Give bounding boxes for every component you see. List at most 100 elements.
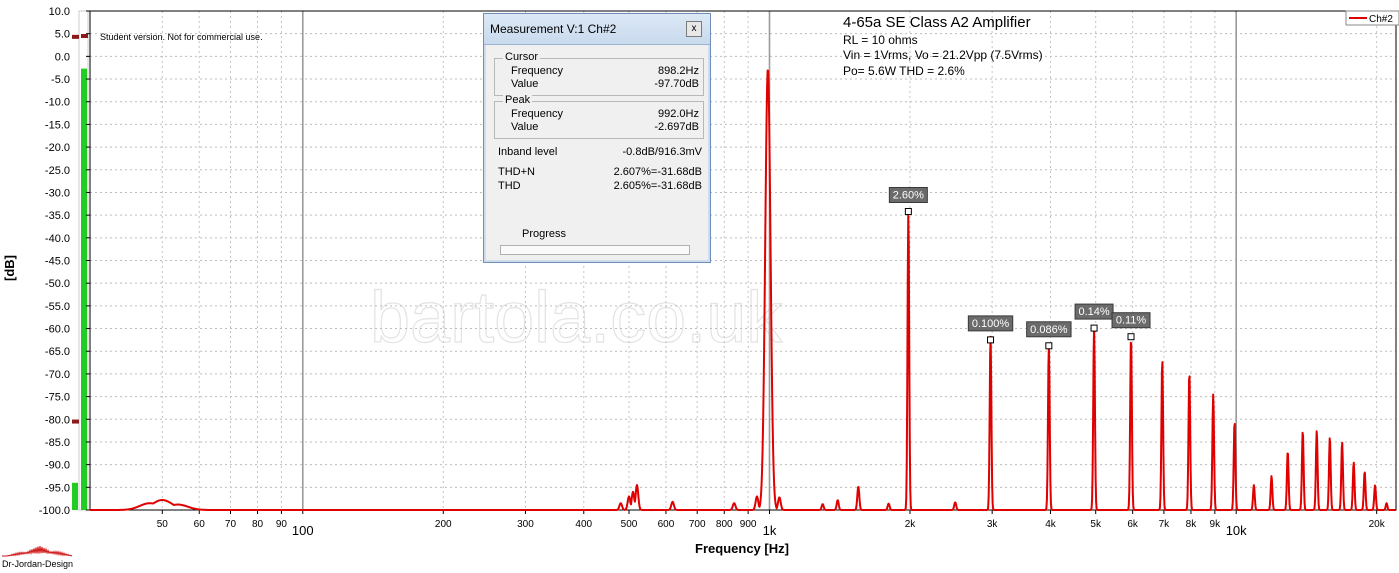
y-axis-ticks: 10.0 5.0 0.0 -5.0 -10.0 -15.0 -20.0 -25.0 -30.0 -… [39, 6, 90, 517]
harmonic-marker [987, 336, 995, 344]
y-tick-label: 5.0 [55, 29, 70, 41]
harmonic-marker [1045, 342, 1053, 350]
x-tick-label: 300 [517, 519, 534, 530]
thd-row: THD 2.605%=-31.68dB [498, 179, 702, 193]
x-tick-label: 200 [435, 519, 452, 530]
harmonic-label: 0.100% [972, 318, 1010, 330]
y-axis-label: [dB] [2, 255, 17, 281]
measurement-window[interactable]: Measurement V:1 Ch#2 x Cursor Frequency … [483, 13, 711, 263]
y-tick-label: -95.0 [45, 482, 70, 494]
chart-title: 4-65a SE Class A2 Amplifier [843, 14, 1031, 31]
meter-bar [72, 482, 78, 510]
harmonic-marker [1090, 324, 1098, 332]
student-notice: Student version. Not for commercial use. [81, 32, 263, 42]
brand-logo: Dr-Jordan-Design [2, 546, 73, 569]
x-tick-label: 5k [1090, 519, 1102, 530]
notice-mark [81, 34, 88, 38]
peak-value-label: Value [511, 121, 539, 133]
y-tick-label: -55.0 [45, 301, 70, 313]
y-tick-label: -70.0 [45, 369, 70, 381]
x-tick-label: 50 [157, 519, 169, 530]
measurement-title: Measurement V:1 Ch#2 [490, 22, 617, 36]
y-tick-label: -45.0 [45, 256, 70, 268]
harmonic-label-box [888, 187, 928, 204]
x-tick-label: 500 [621, 519, 638, 530]
notice-text: Student version. Not for commercial use. [100, 32, 263, 42]
harmonic-label-box [1111, 312, 1151, 329]
x-tick-label: 4k [1045, 519, 1057, 530]
thd-value: 2.605%=-31.68dB [613, 180, 702, 192]
cursor-frequency-label: Frequency [511, 65, 563, 77]
y-tick-label: -100.0 [39, 505, 70, 517]
logo-text: Dr-Jordan-Design [2, 559, 73, 569]
series-group[interactable] [89, 69, 1397, 511]
y-tick-label: -35.0 [45, 210, 70, 222]
x-tick-label: 70 [225, 519, 237, 530]
harmonic-label: 0.14% [1078, 306, 1109, 318]
y-tick-label: -20.0 [45, 142, 70, 154]
harmonic-marker [1127, 333, 1135, 341]
x-tick-label: 1k [763, 523, 777, 538]
y-tick-label: -25.0 [45, 165, 70, 177]
y-tick-label: -40.0 [45, 233, 70, 245]
x-axis-ticks: 50 60 70 80 90 100 200 300 400 500 600 700 800 900 1k 2… [157, 510, 1386, 538]
thd-label: THD [498, 180, 521, 192]
close-icon[interactable]: x [686, 21, 702, 37]
x-tick-label: 8k [1186, 519, 1198, 530]
subtitle-line-1: RL = 10 ohms [843, 33, 918, 47]
harmonic-label-box [1026, 321, 1072, 338]
cursor-value-label: Value [511, 78, 539, 90]
harmonic-label: 0.086% [1030, 324, 1068, 336]
y-tick-label: -75.0 [45, 392, 70, 404]
cursor-value-value: -97.70dB [654, 78, 699, 90]
peak-frequency-label: Frequency [511, 108, 563, 120]
subtitle-line-3: Po= 5.6W THD = 2.6% [843, 64, 965, 78]
watermark-text: bartola.co.uk [370, 278, 783, 358]
cursor-group-title: Cursor [503, 51, 541, 63]
legend-entry-ch2: Ch#2 [1369, 14, 1393, 25]
harmonic-labels: 2.60% 0.100% 0.086% 0.14% 0.11% [888, 187, 1151, 350]
thdn-value: 2.607%=-31.68dB [613, 166, 702, 178]
y-tick-label: -60.0 [45, 324, 70, 336]
inband-value: -0.8dB/916.3mV [622, 146, 703, 158]
peak-value-row: Value -2.697dB [495, 121, 703, 134]
y-tick-label: -30.0 [45, 187, 70, 199]
y-tick-label: -5.0 [51, 74, 70, 86]
meter-mark [72, 34, 79, 39]
peak-frequency-value: 992.0Hz [658, 108, 699, 120]
y-tick-label: 0.0 [55, 51, 70, 63]
peak-value-value: -2.697dB [654, 121, 699, 133]
peak-frequency-row: Frequency 992.0Hz [495, 108, 703, 121]
measurement-titlebar[interactable]: Measurement V:1 Ch#2 x [484, 14, 710, 45]
y-tick-label: -80.0 [45, 414, 70, 426]
y-tick-label: -50.0 [45, 278, 70, 290]
x-tick-label: 80 [252, 519, 264, 530]
inband-label: Inband level [498, 146, 558, 158]
x-tick-label: 400 [575, 519, 592, 530]
subtitle-line-2: Vin = 1Vrms, Vo = 21.2Vpp (7.5Vrms) [843, 48, 1043, 62]
x-tick-label: 800 [716, 519, 733, 530]
cursor-frequency-value: 898.2Hz [658, 65, 699, 77]
y-tick-label: -10.0 [45, 97, 70, 109]
progress-bar [500, 245, 690, 255]
inband-row: Inband level -0.8dB/916.3mV [498, 145, 702, 159]
y-tick-label: 10.0 [49, 6, 70, 18]
x-tick-label: 60 [194, 519, 206, 530]
peak-group-title: Peak [503, 94, 533, 106]
cursor-frequency-row: Frequency 898.2Hz [495, 65, 703, 78]
harmonic-marker [904, 208, 912, 216]
y-tick-label: -85.0 [45, 437, 70, 449]
x-tick-label: 7k [1159, 519, 1171, 530]
meter-mark [72, 419, 79, 424]
chart-annotation: 4-65a SE Class A2 Amplifier RL = 10 ohms… [843, 14, 1043, 78]
cursor-value-row: Value -97.70dB [495, 78, 703, 91]
y-tick-label: -65.0 [45, 346, 70, 358]
x-tick-label: 6k [1127, 519, 1139, 530]
thdn-label: THD+N [498, 166, 535, 178]
cursor-group: Cursor Frequency 898.2Hz Value -97.70dB [494, 51, 704, 96]
harmonic-label-box [1074, 303, 1114, 320]
progress-label: Progress [522, 228, 567, 240]
legend[interactable]: Ch#2 [1345, 10, 1399, 26]
x-tick-label: 2k [905, 519, 917, 530]
x-tick-label: 9k [1210, 519, 1222, 530]
